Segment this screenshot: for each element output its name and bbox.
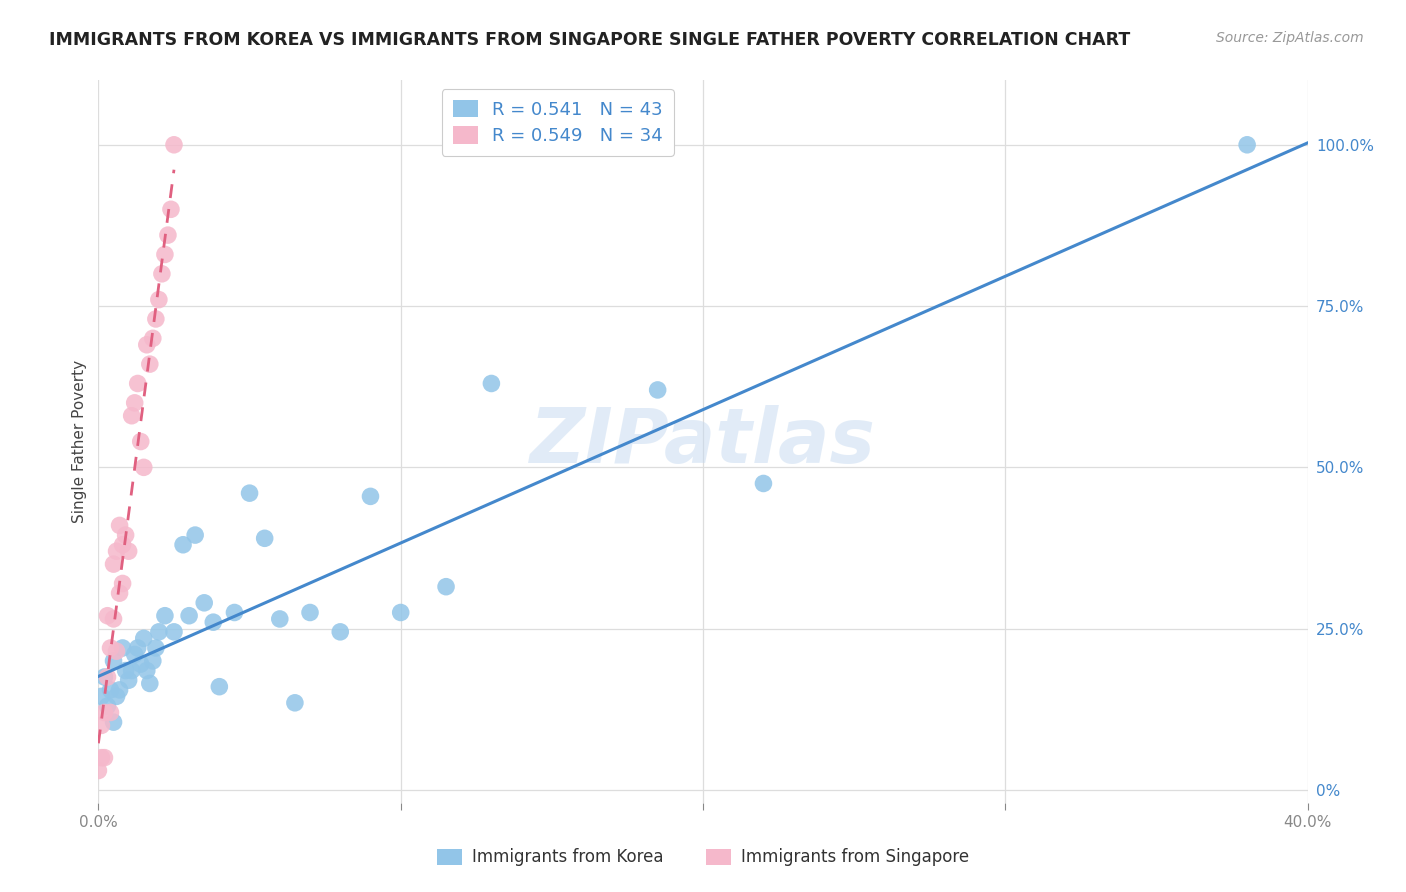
Point [135,338,157,352]
Point [114,528,136,542]
Point [163,137,186,152]
Point [132,632,155,646]
Point [129,434,152,449]
Point [208,680,231,694]
Point [100,682,122,697]
Point [1236,137,1258,152]
Point [129,657,152,672]
Point [239,486,262,500]
Point [93,706,115,720]
Point [93,750,115,764]
Point [121,664,143,678]
Point [90,750,112,764]
Point [434,580,457,594]
Point [179,608,201,623]
Point [93,670,115,684]
Point [105,644,128,658]
Point [145,312,167,326]
Point [148,293,170,307]
Point [127,376,149,391]
Point [172,538,194,552]
Legend: Immigrants from Korea, Immigrants from Singapore: Immigrants from Korea, Immigrants from S… [430,842,976,873]
Point [389,606,412,620]
Point [193,596,215,610]
Point [202,615,225,630]
Point [103,654,125,668]
Point [150,267,173,281]
Point [132,460,155,475]
Point [145,640,167,655]
Point [160,202,183,217]
Point [108,518,131,533]
Point [108,586,131,600]
Point [100,640,122,655]
Point [142,654,165,668]
Point [148,624,170,639]
Point [103,612,125,626]
Point [752,476,775,491]
Point [184,528,207,542]
Point [139,676,162,690]
Point [647,383,669,397]
Point [118,673,141,688]
Point [121,409,143,423]
Point [299,606,322,620]
Point [96,608,118,623]
Point [153,608,176,623]
Point [142,331,165,345]
Point [111,538,134,552]
Point [90,718,112,732]
Point [111,640,134,655]
Point [96,699,118,714]
Point [105,544,128,558]
Point [360,489,382,503]
Point [100,706,122,720]
Text: IMMIGRANTS FROM KOREA VS IMMIGRANTS FROM SINGAPORE SINGLE FATHER POVERTY CORRELA: IMMIGRANTS FROM KOREA VS IMMIGRANTS FROM… [49,31,1130,49]
Point [139,357,162,371]
Text: Source: ZipAtlas.com: Source: ZipAtlas.com [1216,31,1364,45]
Point [118,544,141,558]
Point [329,624,352,639]
Point [224,606,246,620]
Point [153,247,176,261]
Point [103,557,125,571]
Point [127,640,149,655]
Legend: R = 0.541   N = 43, R = 0.549   N = 34: R = 0.541 N = 43, R = 0.549 N = 34 [441,89,673,156]
Point [96,670,118,684]
Point [87,764,110,778]
Point [284,696,307,710]
Point [111,576,134,591]
Point [135,664,157,678]
Point [124,648,146,662]
Point [105,690,128,704]
Text: ZIPatlas: ZIPatlas [530,405,876,478]
Point [124,396,146,410]
Point [114,664,136,678]
Point [103,715,125,730]
Point [481,376,503,391]
Point [269,612,291,626]
Point [253,531,276,545]
Point [156,228,179,243]
Point [90,690,112,704]
Y-axis label: Single Father Poverty: Single Father Poverty [72,360,87,523]
Point [108,682,131,697]
Point [163,624,186,639]
